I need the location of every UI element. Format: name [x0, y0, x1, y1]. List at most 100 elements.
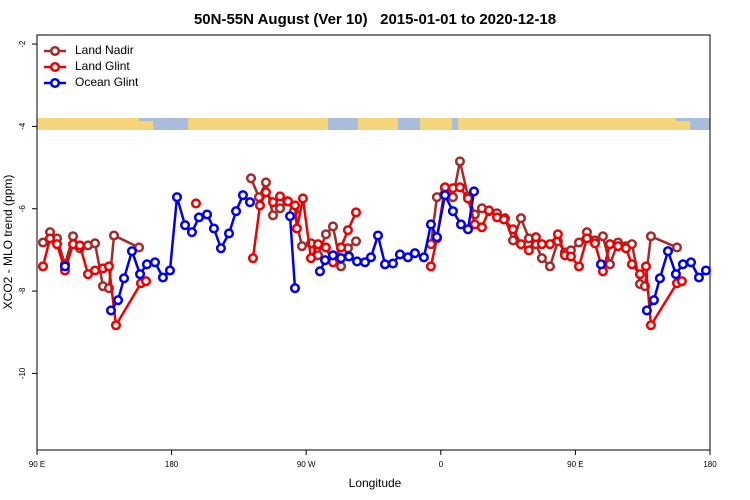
data-point	[37, 237, 49, 248]
data-point	[244, 197, 256, 208]
data-point	[641, 305, 652, 316]
data-point	[604, 259, 615, 270]
data-point	[319, 255, 331, 266]
data-point	[604, 239, 615, 250]
legend-label: Land Glint	[75, 59, 130, 73]
x-tick-label: 90 W	[297, 460, 316, 469]
data-point	[350, 236, 362, 247]
data-point	[320, 229, 331, 240]
data-point	[523, 245, 534, 256]
data-point	[654, 273, 665, 284]
data-point	[149, 257, 161, 268]
data-point	[282, 196, 294, 207]
data-point	[447, 206, 458, 217]
data-point	[645, 231, 656, 242]
data-point	[462, 224, 474, 235]
data-point	[157, 272, 168, 283]
data-point	[670, 269, 681, 280]
data-point	[507, 224, 519, 235]
series-line	[109, 191, 707, 312]
data-point	[677, 259, 688, 270]
data-point	[515, 213, 527, 224]
data-point	[327, 221, 339, 232]
data-point	[676, 276, 687, 287]
data-point	[74, 240, 85, 251]
data-point	[662, 246, 674, 257]
data-point	[105, 305, 117, 316]
plot-frame	[36, 34, 711, 451]
x-tick-label: 0	[439, 460, 444, 469]
data-point	[552, 229, 563, 240]
y-tick-label: -6	[18, 205, 27, 213]
data-point	[431, 192, 442, 203]
data-point	[267, 210, 279, 221]
data-point	[89, 238, 101, 249]
data-point	[327, 250, 339, 261]
data-point	[141, 259, 152, 270]
data-point	[247, 253, 259, 264]
x-tick-label: 90 E	[567, 460, 583, 469]
x-axis-label: Longitude	[349, 476, 402, 490]
y-axis-label: XCO2 - MLO trend (ppm)	[1, 175, 15, 310]
x-tick-label: 180	[703, 460, 717, 469]
data-point	[305, 253, 317, 264]
data-point	[507, 235, 519, 246]
data-point	[342, 225, 353, 236]
data-point	[108, 230, 120, 241]
data-point	[685, 257, 697, 268]
data-point	[59, 261, 71, 272]
x-tick-label: 90 E	[29, 460, 45, 469]
data-point	[267, 197, 279, 208]
data-point	[260, 177, 272, 188]
data-point	[260, 187, 272, 198]
data-point	[648, 295, 659, 306]
data-point	[573, 261, 585, 272]
data-point	[634, 269, 646, 280]
data-point	[284, 211, 296, 222]
data-point	[409, 248, 420, 259]
data-point	[573, 237, 585, 248]
data-point	[431, 232, 442, 243]
data-point	[425, 219, 436, 230]
data-point	[193, 212, 205, 223]
data-point	[447, 192, 458, 203]
data-point	[67, 231, 79, 242]
data-point	[110, 320, 122, 331]
data-point	[379, 259, 391, 270]
data-point	[215, 243, 227, 254]
data-point	[274, 191, 286, 202]
legend-marker	[49, 77, 61, 89]
data-point	[51, 239, 63, 250]
data-point	[536, 239, 547, 250]
data-point	[597, 231, 608, 242]
data-point	[103, 261, 114, 272]
data-point	[468, 186, 480, 197]
data-point	[231, 206, 242, 217]
data-point	[312, 239, 324, 250]
data-point	[113, 295, 124, 306]
data-point	[296, 241, 308, 252]
data-point	[320, 242, 331, 253]
legend-marker	[49, 45, 61, 57]
data-point	[37, 261, 49, 272]
data-point	[454, 156, 465, 167]
data-point	[274, 203, 286, 214]
data-point	[439, 182, 451, 193]
data-point	[612, 241, 624, 252]
y-tick-label: -8	[18, 287, 27, 295]
data-point	[186, 227, 197, 238]
data-point	[626, 259, 637, 270]
data-point	[544, 239, 556, 250]
data-point	[581, 233, 592, 244]
data-point	[372, 230, 384, 241]
data-point	[544, 261, 556, 272]
data-point	[254, 200, 266, 211]
data-point	[483, 205, 495, 216]
data-point	[180, 220, 191, 231]
data-point	[536, 253, 547, 264]
data-point	[190, 198, 202, 209]
data-point	[476, 222, 487, 233]
series-line	[41, 185, 683, 330]
data-point	[291, 223, 302, 234]
